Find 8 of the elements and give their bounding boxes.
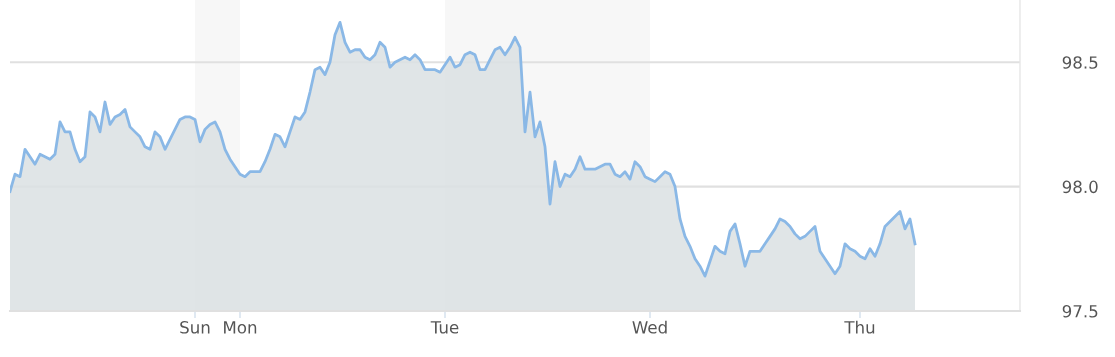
x-tick-label: Wed (632, 320, 667, 334)
y-tick-label: 98.0 (1062, 180, 1098, 194)
x-tick-label: Sun (180, 321, 210, 334)
x-tick-label: Thu (844, 320, 875, 334)
y-tick-label: 98.5 (1062, 56, 1098, 69)
y-tick-label: 97.5 (1062, 304, 1098, 318)
x-tick-label: Mon (224, 321, 257, 334)
x-tick-label: Tue (430, 321, 459, 334)
